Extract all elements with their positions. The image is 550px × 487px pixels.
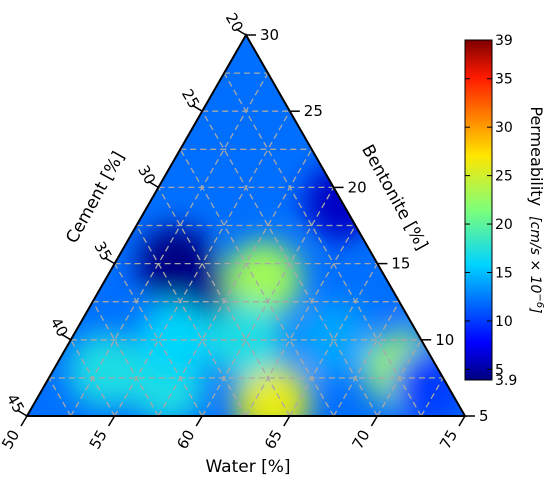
heatmap-region	[225, 240, 302, 317]
cement-tick	[235, 28, 247, 36]
heatmap-region	[365, 240, 442, 317]
grid-line	[92, 301, 159, 417]
grid-line	[376, 339, 422, 417]
colorbar-tick-label: 39	[495, 33, 513, 49]
colorbar-tick-label: 20	[495, 217, 513, 233]
colorbar-tick-label: 35	[495, 72, 513, 88]
colorbar: 39 35 30 25 20 15 10 53.9 Permeability [cm/s × …	[464, 33, 546, 389]
water-tick-label: 60	[173, 427, 198, 453]
grid-line	[48, 377, 72, 417]
water-tick-label: 75	[436, 427, 461, 453]
grid-line	[157, 148, 313, 417]
colorbar-ticks: 39 35 30 25 20 15 10 53.9	[465, 33, 517, 389]
cement-axis-label: Cement [%]	[62, 148, 129, 247]
grid-line	[70, 72, 269, 417]
cement-tick	[60, 333, 72, 341]
colorbar-tick-label: 30	[495, 120, 513, 136]
water-tick-label: 55	[86, 427, 111, 453]
bentonite-tick-label: 10	[435, 331, 454, 349]
colorbar-gradient	[464, 39, 493, 381]
bentonite-tick-label: 15	[391, 255, 410, 273]
svg-text:Permeability [cm/s ×: Permeability [cm/s × 10−6]	[527, 106, 546, 313]
cement-tick-label: 40	[47, 315, 72, 341]
bentonite-axis-label: Bentonite [%]	[357, 141, 431, 253]
cement-tick-label: 25	[178, 86, 203, 112]
colorbar-unit: [cm/s × 10−6]	[527, 216, 545, 314]
water-tick	[458, 415, 466, 427]
grid-line	[245, 225, 357, 417]
colorbar-tick-label: 25	[495, 169, 513, 185]
cement-tick	[104, 256, 115, 265]
grid-line	[223, 72, 422, 417]
cement-tick-label: 35	[90, 238, 115, 264]
cement-tick-label: 45	[3, 391, 28, 417]
colorbar-title: Permeability [cm/s × 10−6]	[527, 106, 546, 313]
cement-tick-label: 20	[222, 10, 247, 36]
grid-line	[333, 301, 400, 417]
cement-tick	[148, 180, 159, 189]
triangle-frame	[25, 32, 467, 417]
cement-tick	[191, 104, 203, 112]
water-tick	[370, 415, 379, 427]
water-tick	[20, 415, 28, 427]
water-tick-label: 65	[261, 427, 286, 453]
colorbar-tick-label: 5	[495, 362, 504, 378]
grid-line	[135, 225, 247, 417]
colorbar-tick-label: 3.9	[495, 373, 517, 389]
bentonite-tick-label: 25	[304, 102, 323, 120]
water-tick	[283, 415, 291, 427]
water-tick	[107, 415, 116, 427]
bentonite-tick-label: 20	[348, 178, 367, 196]
grid-line	[179, 148, 335, 417]
water-tick-label: 70	[349, 427, 374, 453]
cement-tick	[16, 409, 28, 417]
grid-line	[420, 377, 444, 417]
water-tick	[195, 415, 203, 427]
colorbar-label: Permeability	[527, 106, 546, 206]
water-axis-label: Water [%]	[205, 457, 290, 477]
colorbar-tick-label: 15	[495, 266, 513, 282]
bentonite-tick-label: 30	[260, 26, 279, 44]
heatmap-region	[234, 362, 311, 416]
ternary-grid	[48, 72, 444, 417]
cement-tick-label: 30	[134, 162, 159, 188]
colorbar-tick-label: 10	[495, 314, 513, 330]
grid-line	[70, 339, 116, 417]
water-tick-label: 50	[0, 427, 23, 453]
bentonite-tick-label: 5	[479, 407, 489, 425]
